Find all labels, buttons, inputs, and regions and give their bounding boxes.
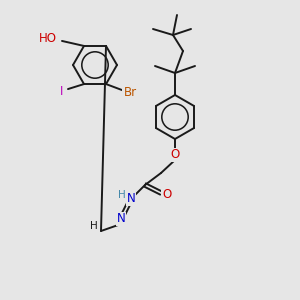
Text: N: N [117,212,125,226]
Text: O: O [162,188,172,202]
Text: Br: Br [123,85,136,99]
Text: HO: HO [39,32,57,45]
Text: I: I [60,85,64,98]
Text: H: H [118,190,126,200]
Text: H: H [90,221,98,231]
Text: N: N [127,193,135,206]
Text: O: O [170,148,180,161]
